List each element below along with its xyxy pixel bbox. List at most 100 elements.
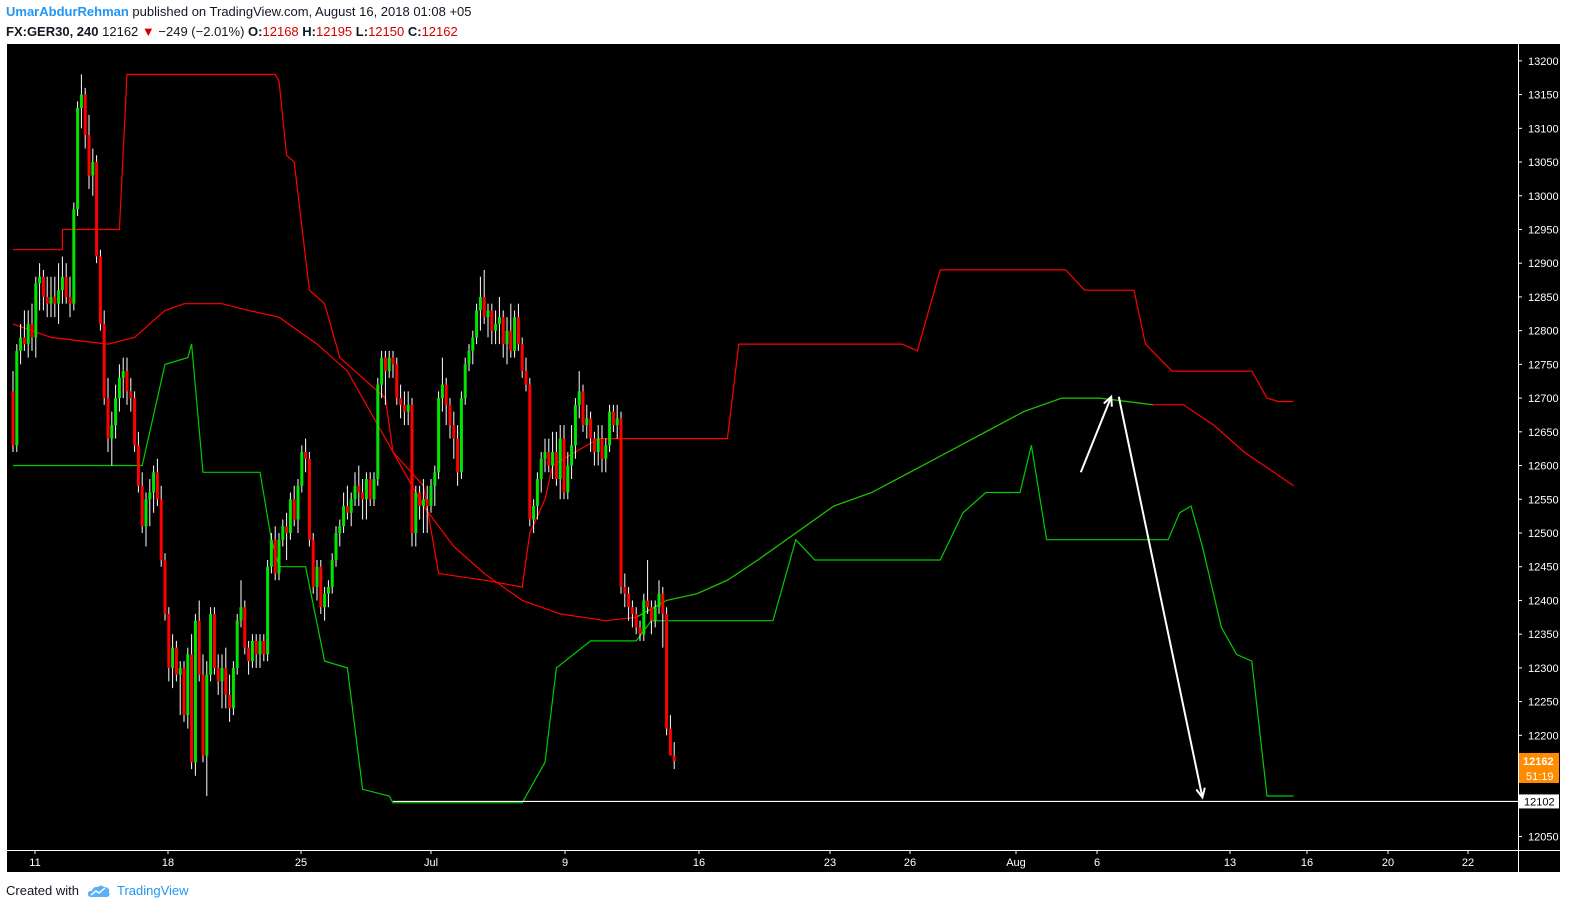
candle-body: [532, 506, 536, 520]
last-price-tag: [1519, 752, 1559, 769]
x-tick-label: 18: [162, 857, 174, 869]
y-tick-label: 12750: [1528, 359, 1559, 371]
candle-body: [167, 613, 171, 668]
candle-body: [304, 452, 308, 459]
candle-body: [627, 593, 631, 608]
candle-body: [623, 586, 627, 594]
candle-body: [646, 600, 650, 608]
candle-body: [220, 667, 224, 682]
candle-body: [209, 613, 213, 675]
candle-body: [372, 479, 376, 500]
y-tick-label: 12950: [1528, 224, 1559, 236]
x-tick-label: 11: [29, 857, 40, 869]
candle-body: [486, 310, 490, 318]
candle-body: [558, 438, 562, 480]
y-tick-label: 12800: [1528, 326, 1559, 338]
candle-body: [501, 317, 505, 345]
open-label: O:: [248, 24, 263, 39]
x-tick-label: 16: [693, 857, 705, 869]
candle-body: [463, 364, 467, 399]
candle-body: [357, 485, 361, 493]
price-change: −249 (−2.01%): [158, 24, 245, 39]
chart-header: UmarAbdurRehman published on TradingView…: [6, 3, 472, 41]
publish-info: published on TradingView.com, August 16,…: [132, 4, 472, 19]
candle-body: [562, 438, 566, 493]
candle-body: [596, 438, 600, 453]
candle-body: [581, 391, 585, 426]
candle-body: [307, 458, 311, 540]
time-axis: [7, 850, 1560, 872]
candle-body: [148, 492, 152, 500]
candle-body: [414, 492, 418, 533]
candle-body: [273, 539, 277, 574]
candle-body: [326, 586, 330, 594]
candle-body: [433, 472, 437, 486]
tradingview-cloud-icon: [87, 885, 110, 897]
candle-body: [482, 296, 486, 318]
candle-body: [277, 539, 281, 574]
candle-body: [429, 485, 433, 507]
candle-body: [353, 485, 357, 500]
candle-body: [364, 479, 368, 500]
candle-body: [539, 458, 543, 480]
last-price-tag-text: 12162: [1523, 756, 1554, 768]
candle-body: [570, 445, 574, 466]
candle-body: [399, 398, 403, 405]
candle-body: [110, 425, 114, 439]
candle-body: [638, 627, 642, 635]
candle-body: [323, 593, 327, 608]
candle-body: [349, 499, 353, 513]
candle-body: [125, 371, 129, 392]
author-link[interactable]: UmarAbdurRehman: [6, 4, 129, 19]
x-tick-label: 20: [1382, 857, 1394, 869]
candle-body: [604, 445, 608, 459]
down-arrow-icon: ▼: [141, 24, 155, 39]
tradingview-link[interactable]: TradingView: [116, 883, 189, 898]
candle-body: [380, 357, 384, 385]
candle-body: [657, 593, 661, 608]
arrow-head-icon: [1195, 787, 1206, 800]
candle-body: [15, 350, 19, 446]
open-value: 12168: [262, 24, 299, 39]
candle-body: [133, 398, 137, 446]
candle-body: [456, 438, 460, 473]
candle-body: [224, 667, 228, 695]
x-tick-label: 13: [1224, 857, 1236, 869]
candle-body: [129, 391, 133, 399]
candle-body: [668, 728, 672, 756]
candle-body: [106, 398, 110, 439]
candle-body: [368, 479, 372, 500]
y-tick-label: 12250: [1528, 697, 1559, 709]
low-value: 12150: [368, 24, 405, 39]
candle-body: [228, 694, 232, 709]
countdown-tag: [1519, 768, 1559, 783]
candle-body: [258, 640, 262, 655]
candle-body: [528, 384, 532, 520]
candle-body: [288, 499, 292, 533]
candle-body: [497, 317, 501, 324]
candle-body: [600, 438, 604, 459]
candle-body: [269, 539, 273, 567]
candle-body: [11, 391, 15, 446]
candle-body: [505, 330, 509, 345]
last-price: 12162: [102, 24, 139, 39]
candle-body: [193, 620, 197, 763]
candle-body: [608, 411, 612, 446]
y-tick-label: 12900: [1528, 258, 1559, 270]
candle-body: [174, 647, 178, 675]
candle-body: [566, 465, 570, 493]
candle-body: [573, 404, 577, 446]
candle-body: [311, 539, 315, 587]
candle-body: [672, 755, 676, 761]
countdown-tag-text: 51:19: [1526, 771, 1554, 783]
candles-group: [11, 74, 676, 797]
price-axis: [1518, 44, 1560, 850]
candle-body: [72, 209, 76, 304]
candle-body: [60, 276, 64, 291]
close-value: 12162: [421, 24, 458, 39]
candle-body: [345, 506, 349, 513]
candle-body: [296, 485, 300, 520]
y-tick-label: 13000: [1528, 191, 1559, 203]
candle-body: [41, 276, 45, 297]
